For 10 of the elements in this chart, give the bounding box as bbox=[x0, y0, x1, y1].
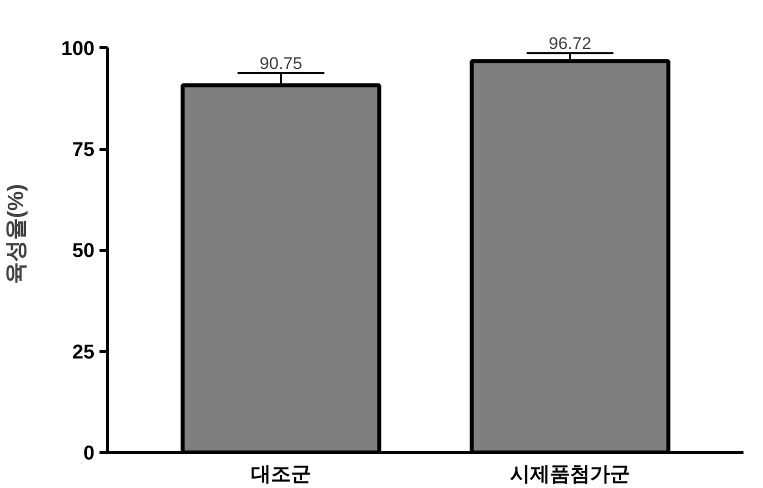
y-tick-label: 0 bbox=[83, 442, 94, 464]
y-tick-label: 100 bbox=[61, 38, 95, 60]
y-tick-label: 50 bbox=[72, 240, 95, 262]
y-tick-label: 25 bbox=[72, 341, 95, 364]
data-label: 90.75 bbox=[260, 54, 302, 73]
x-tick-label: 대조군 bbox=[250, 464, 311, 486]
y-tick-label: 75 bbox=[72, 139, 95, 162]
x-tick-label: 시제품첨가군 bbox=[510, 464, 630, 486]
data-label: 96.72 bbox=[548, 34, 592, 54]
y-axis-title: 육성율(%) bbox=[3, 184, 28, 284]
